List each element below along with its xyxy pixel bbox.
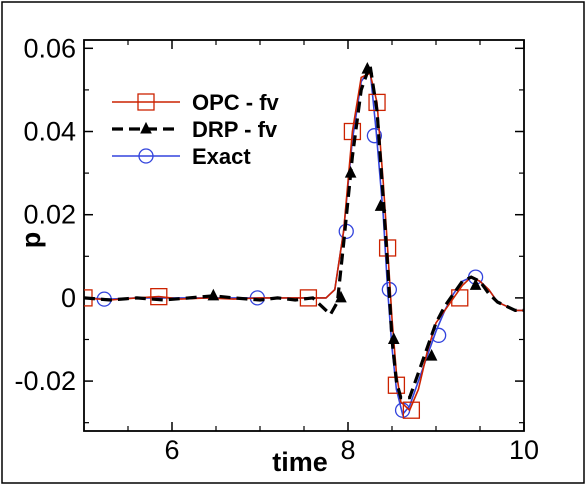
series-marker [299,289,318,307]
axes-layer: 6 8 10 -0.02 0 0.02 0.04 0.06 [14,33,539,465]
legend-marker [137,93,155,111]
y-tick-label: 0 [61,283,76,313]
y-tick-label: 0.06 [23,33,76,63]
series-marker [374,199,387,211]
y-tick-label: 0.02 [23,200,76,230]
series-marker [366,128,383,144]
x-tick-label: 8 [340,435,355,465]
y-tick-label: -0.02 [14,366,76,396]
series-1 [84,61,524,400]
series-marker [425,349,438,361]
series-marker [344,165,357,178]
series-line [84,64,524,400]
x-tick-label: 6 [164,435,179,465]
x-tick-label: 10 [509,435,539,465]
series-layer [84,61,524,419]
y-tick-label: 0.04 [23,117,76,147]
legend-label: OPC - fv [192,90,280,115]
series-marker [335,290,347,303]
legend-label: Exact [192,144,251,169]
series-marker [469,278,482,290]
legend-label: DRP - fv [192,117,278,142]
series-marker [387,332,400,344]
series-marker [150,287,168,306]
legend-marker [140,121,152,134]
series-marker [361,61,374,74]
legend-marker [138,148,154,164]
series-marker [402,401,421,419]
series-marker [343,122,362,141]
x-axis-title: time [272,447,328,477]
series-marker [207,288,220,301]
y-axis-title: p [16,232,46,249]
